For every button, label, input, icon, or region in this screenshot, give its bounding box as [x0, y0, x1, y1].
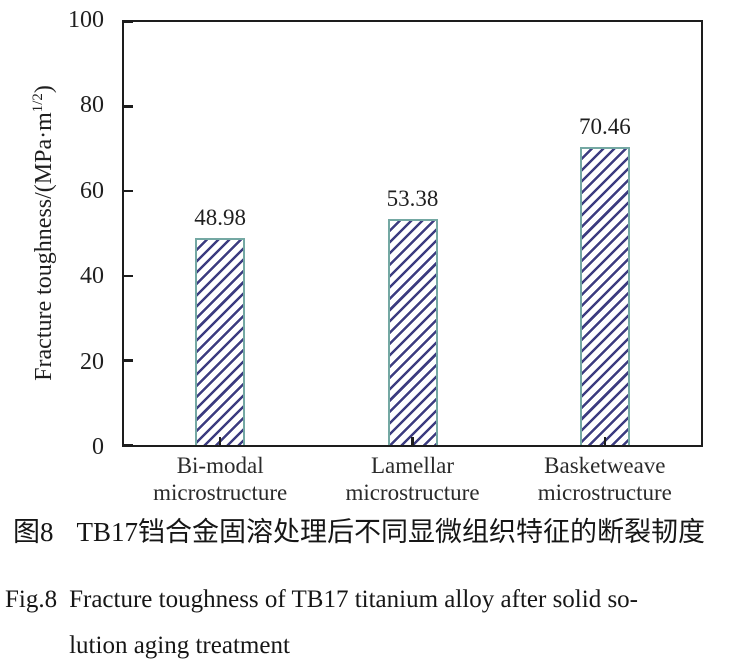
y-tick-mark: [124, 443, 133, 447]
y-tick-mark: [124, 20, 133, 24]
caption-chinese-text: TB17铛合金固溶处理后不同显微组织特征的断裂韧度: [76, 517, 706, 547]
y-tick-label: 0: [92, 434, 104, 460]
fracture-toughness-bar-chart: Fracture toughness/(MPa·m1/2) 0 20 40 60 80 1…: [0, 8, 703, 508]
y-tick-label: 40: [80, 263, 104, 290]
caption-chinese: 图8 TB17铛合金固溶处理后不同显微组织特征的断裂韧度: [13, 512, 741, 552]
bar-basketweave: [579, 146, 630, 445]
bar-bi-modal: [195, 237, 246, 445]
x-category-label-line: microstructure: [345, 480, 480, 505]
x-category-label-line: Lamellar: [370, 453, 454, 478]
y-tick-label: 80: [80, 92, 104, 119]
x-category-label: Bi-modal microstructure: [153, 452, 287, 506]
x-category-label-line: microstructure: [537, 480, 672, 505]
bar-lamellar: [387, 219, 438, 445]
x-category-label-line: microstructure: [153, 480, 288, 505]
x-tick-mark: [603, 437, 607, 445]
x-category-label: Lamellar microstructure: [345, 452, 479, 506]
y-tick-mark: [124, 274, 133, 278]
x-category-label-line: Basketweave: [544, 453, 666, 478]
y-tick-label: 60: [80, 177, 104, 204]
caption-english: Fig.8 Fracture toughness of TB17 titaniu…: [5, 577, 741, 669]
y-tick-mark: [124, 105, 133, 108]
y-tick-mark: [124, 189, 133, 193]
x-category-label: Basketweave microstructure: [538, 452, 672, 506]
y-tick-label: 20: [80, 348, 104, 375]
y-tick-mark: [124, 359, 133, 362]
caption-english-line-1: Fracture toughness of TB17 titanium allo…: [69, 586, 638, 613]
caption-english-text: Fracture toughness of TB17 titanium allo…: [69, 577, 741, 669]
bar-value-label: 70.46: [578, 113, 631, 139]
caption-english-line-2: lution aging treatment: [69, 632, 290, 659]
x-category-label-line: Bi-modal: [176, 453, 264, 478]
x-tick-mark: [218, 437, 222, 445]
bar-value-label: 48.98: [194, 204, 247, 230]
bar-value-label: 53.38: [386, 186, 439, 212]
y-axis-tick-labels: 0 20 40 60 80 100: [0, 8, 112, 459]
caption-english-figure-number: Fig.8: [5, 586, 58, 613]
x-tick-mark: [411, 437, 414, 445]
caption-chinese-figure-number: 图8: [13, 517, 54, 547]
y-tick-label: 100: [68, 7, 104, 33]
plot-area: 48.98 53.38 70.46: [122, 20, 703, 447]
x-axis-labels: Bi-modal microstructure Lamellar microstruc…: [124, 452, 700, 508]
